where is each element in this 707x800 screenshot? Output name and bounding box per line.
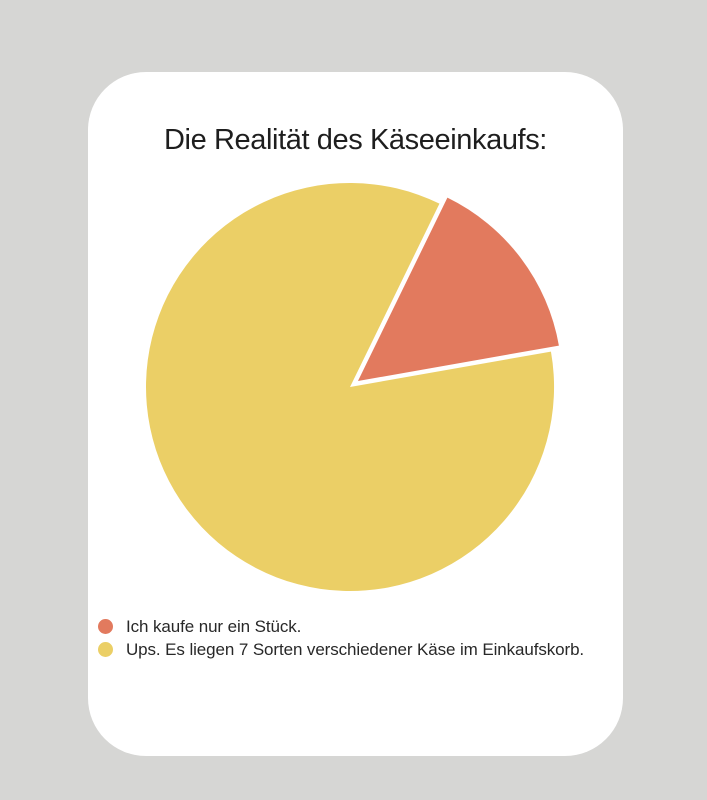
chart-legend: Ich kaufe nur ein Stück. Ups. Es liegen … (98, 617, 584, 659)
pie-chart (146, 182, 559, 592)
chart-card: Die Realität des Käseeinkaufs: Ich kaufe… (88, 72, 623, 756)
pie-slice (146, 182, 555, 592)
legend-swatch-icon (98, 619, 113, 634)
legend-item: Ups. Es liegen 7 Sorten verschiedener Kä… (98, 640, 584, 659)
legend-label: Ich kaufe nur ein Stück. (126, 616, 302, 636)
chart-title: Die Realität des Käseeinkaufs: (164, 124, 547, 156)
pie-slice (357, 197, 559, 382)
legend-item: Ich kaufe nur ein Stück. (98, 617, 584, 636)
pie-chart-area (145, 175, 563, 593)
legend-swatch-icon (98, 642, 113, 657)
legend-label: Ups. Es liegen 7 Sorten verschiedener Kä… (126, 639, 585, 659)
